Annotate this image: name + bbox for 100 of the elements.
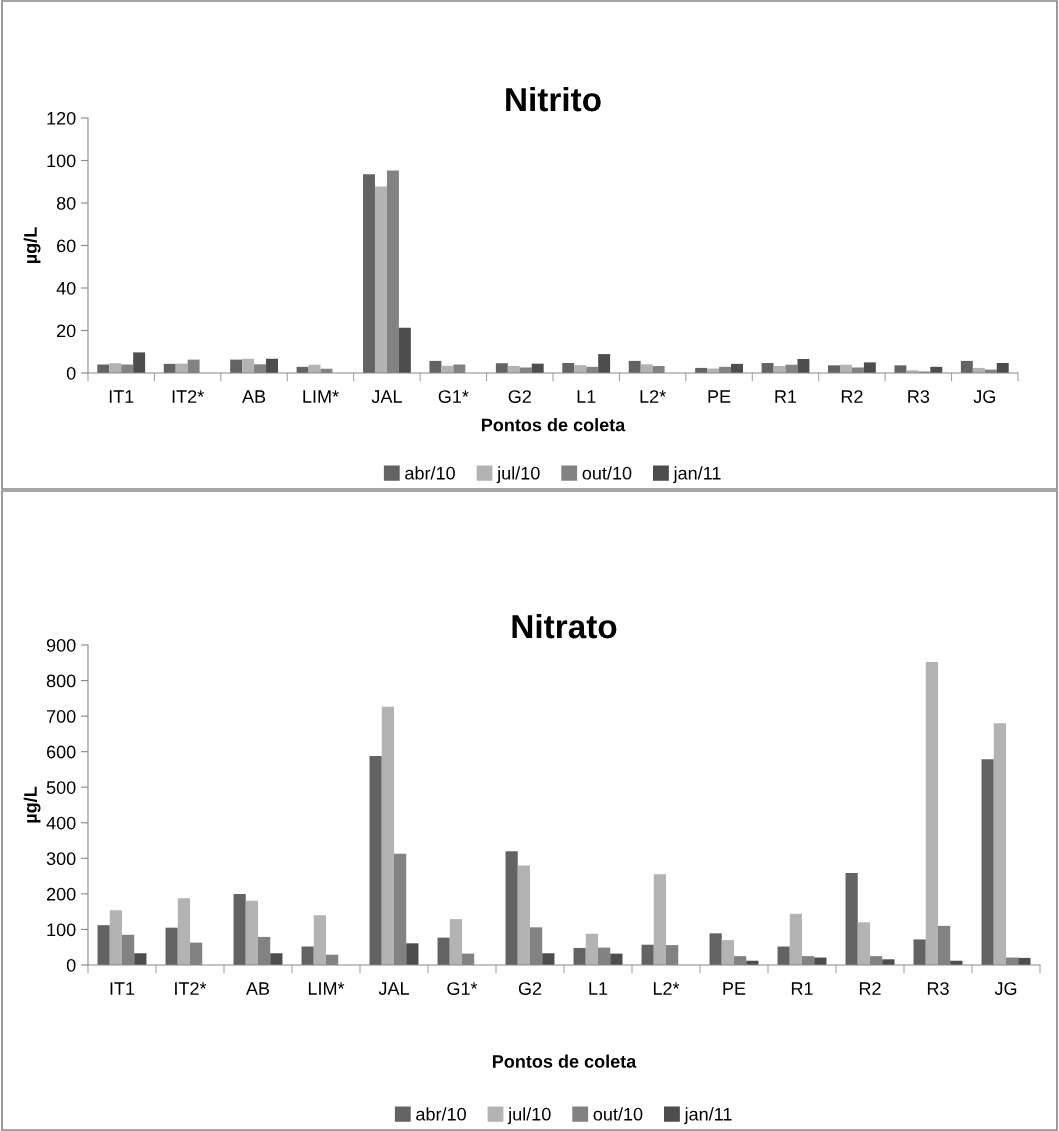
x-tick-label: R1 (791, 982, 813, 995)
bar (398, 327, 411, 373)
x-tick-label: LIM* (303, 390, 339, 403)
bar (797, 358, 810, 373)
x-tick-label: R3 (908, 390, 930, 403)
bar (505, 851, 518, 965)
bar (925, 662, 938, 965)
x-tick-label: R3 (927, 982, 949, 995)
bar (313, 915, 326, 965)
bar (429, 360, 442, 373)
y-tick-label: 400 (46, 816, 76, 830)
legend-label: jul/10 (496, 466, 540, 484)
bar (761, 363, 774, 373)
legend-label: jan/11 (684, 1107, 732, 1125)
y-tick-label: 600 (46, 745, 76, 759)
bar (165, 927, 178, 965)
x-tick-label: IT2* (172, 390, 204, 403)
y-tick-label: 120 (47, 111, 76, 125)
bar (266, 358, 278, 373)
bar (981, 759, 994, 965)
bar (374, 186, 387, 373)
bar (913, 939, 926, 965)
bar (960, 360, 973, 373)
bar (721, 940, 734, 965)
y-tick-label: 40 (56, 281, 76, 295)
bar (628, 360, 641, 373)
x-axis-title: Pontos de coleta (492, 1054, 637, 1068)
legend-label: out/10 (582, 466, 632, 480)
x-tick-label: JAL (371, 390, 402, 403)
bar (517, 865, 530, 965)
y-tick-label: 800 (46, 674, 76, 688)
bar (598, 354, 611, 373)
bar (857, 922, 870, 965)
x-tick-label: AB (245, 982, 270, 995)
y-tick-label: 700 (47, 710, 76, 723)
bar (789, 913, 802, 965)
x-tick-label: IT1 (109, 390, 134, 403)
x-tick-label: R2 (841, 390, 863, 403)
bar (177, 898, 190, 965)
bar (449, 919, 462, 965)
bar (301, 946, 314, 965)
legend-label: out/10 (593, 1107, 643, 1121)
chart-title: Nitrito (506, 86, 601, 112)
x-tick-label: JAL (378, 982, 409, 995)
bar (653, 874, 666, 965)
x-tick-label: L1 (589, 982, 608, 995)
bar (134, 953, 147, 965)
bar (542, 953, 555, 965)
y-tick-label: 100 (47, 154, 76, 168)
bar (828, 365, 840, 373)
y-tick-label: 200 (46, 887, 76, 901)
bar (369, 755, 382, 965)
bar (640, 364, 653, 373)
x-tick-label: G2 (508, 390, 531, 403)
x-tick-label: IT1 (110, 982, 135, 995)
y-axis-title: µg/L (23, 227, 41, 264)
x-tick-label: R1 (775, 390, 797, 403)
y-tick-label: 20 (57, 324, 76, 338)
x-tick-label: PE (708, 390, 731, 403)
bar (245, 900, 258, 965)
bar (233, 893, 246, 965)
legend-label: abr/10 (416, 1107, 466, 1121)
bar (585, 933, 598, 965)
x-tick-label: JG (973, 390, 995, 403)
legend-label: abr/10 (405, 466, 455, 480)
x-axis-title: Pontos de coleta (481, 418, 626, 432)
x-tick-label: L2* (640, 390, 666, 403)
x-tick-label: LIM* (308, 982, 345, 995)
x-tick-label: R2 (859, 982, 881, 995)
bar (573, 947, 586, 965)
bar (406, 943, 419, 965)
x-tick-label: L2* (653, 982, 680, 995)
y-tick-label: 60 (57, 239, 76, 253)
bar (109, 363, 122, 373)
chart-title: Nitrato (512, 613, 617, 639)
bar (363, 174, 375, 373)
y-tick-label: 100 (47, 923, 76, 937)
y-tick-label: 300 (46, 852, 76, 866)
x-tick-label: L1 (577, 390, 596, 403)
bar (993, 723, 1006, 965)
x-tick-label: JG (994, 982, 1017, 995)
y-tick-label: 500 (46, 781, 76, 794)
bar (495, 363, 508, 373)
bar (109, 910, 122, 965)
x-tick-label: IT2* (175, 982, 207, 995)
bar (709, 933, 722, 965)
bar (230, 359, 243, 373)
bar (97, 925, 110, 965)
y-tick-label: 0 (66, 366, 76, 380)
bar (133, 352, 146, 373)
legend-label: jul/10 (507, 1107, 551, 1125)
y-tick-label: 0 (66, 958, 76, 972)
x-tick-label: G2 (518, 982, 542, 995)
y-tick-label: 80 (56, 196, 76, 210)
bar (777, 946, 790, 965)
bar (562, 363, 575, 373)
x-tick-label: AB (242, 390, 266, 403)
bar (845, 872, 858, 965)
y-tick-label: 900 (46, 638, 76, 652)
x-tick-label: G1* (447, 982, 478, 995)
